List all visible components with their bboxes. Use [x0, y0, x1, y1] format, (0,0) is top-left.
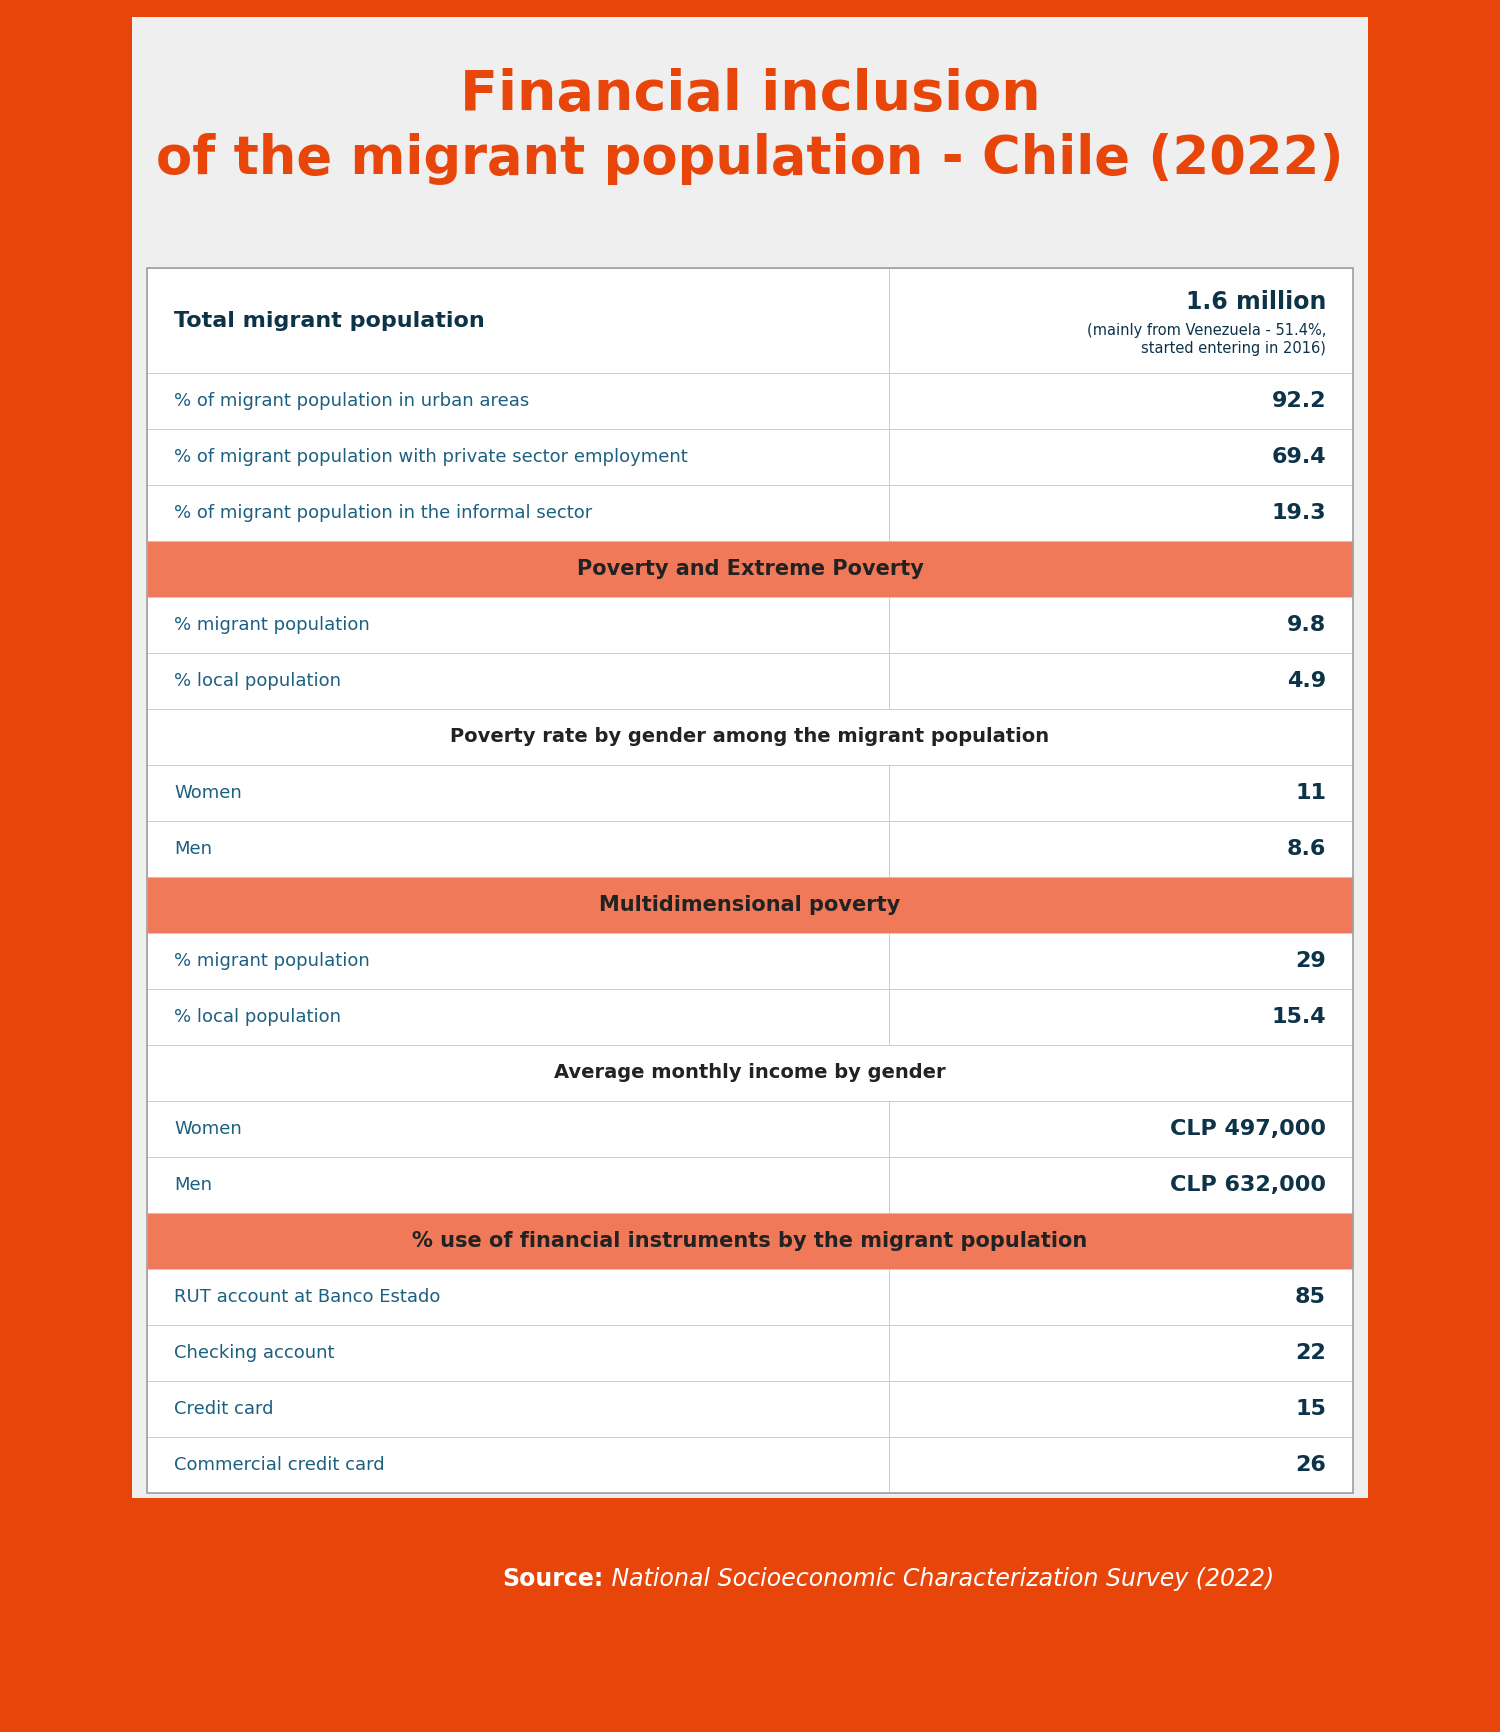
FancyBboxPatch shape [888, 268, 1353, 372]
FancyBboxPatch shape [888, 821, 1353, 876]
Text: Source:: Source: [503, 1567, 603, 1590]
FancyBboxPatch shape [147, 653, 888, 708]
FancyBboxPatch shape [147, 1380, 888, 1438]
FancyBboxPatch shape [888, 989, 1353, 1044]
Text: Poverty and Extreme Poverty: Poverty and Extreme Poverty [576, 559, 924, 578]
FancyBboxPatch shape [888, 1325, 1353, 1380]
FancyBboxPatch shape [888, 598, 1353, 653]
Text: Total migrant population: Total migrant population [174, 310, 484, 331]
Text: Financial inclusion: Financial inclusion [459, 68, 1041, 123]
Text: of the migrant population - Chile (2022): of the migrant population - Chile (2022) [156, 133, 1344, 185]
FancyBboxPatch shape [147, 1157, 888, 1212]
FancyBboxPatch shape [888, 372, 1353, 430]
Text: % migrant population: % migrant population [174, 617, 369, 634]
Text: Women: Women [174, 785, 242, 802]
Text: (mainly from Venezuela - 51.4%,: (mainly from Venezuela - 51.4%, [1086, 322, 1326, 338]
FancyBboxPatch shape [888, 934, 1353, 989]
Text: 26: 26 [1294, 1455, 1326, 1476]
FancyBboxPatch shape [888, 653, 1353, 708]
FancyBboxPatch shape [147, 934, 888, 989]
FancyBboxPatch shape [147, 1102, 888, 1157]
FancyBboxPatch shape [147, 876, 1353, 934]
Text: Multidimensional poverty: Multidimensional poverty [600, 895, 900, 914]
Text: 15: 15 [1294, 1399, 1326, 1419]
Text: Commercial credit card: Commercial credit card [174, 1457, 384, 1474]
Text: % local population: % local population [174, 672, 340, 689]
Text: 22: 22 [1294, 1342, 1326, 1363]
Text: started entering in 2016): started entering in 2016) [1142, 341, 1326, 357]
Text: 19.3: 19.3 [1272, 502, 1326, 523]
FancyBboxPatch shape [147, 372, 888, 430]
Text: RUT account at Banco Estado: RUT account at Banco Estado [174, 1289, 441, 1306]
FancyBboxPatch shape [147, 268, 888, 372]
FancyBboxPatch shape [147, 989, 888, 1044]
FancyBboxPatch shape [888, 1270, 1353, 1325]
Text: National Socioeconomic Characterization Survey (2022): National Socioeconomic Characterization … [604, 1567, 1275, 1590]
FancyBboxPatch shape [888, 1157, 1353, 1212]
Text: 29: 29 [1294, 951, 1326, 972]
FancyBboxPatch shape [147, 708, 1353, 766]
Text: Average monthly income by gender: Average monthly income by gender [554, 1063, 946, 1082]
Text: Credit card: Credit card [174, 1399, 273, 1419]
FancyBboxPatch shape [888, 1380, 1353, 1438]
Text: % of migrant population with private sector employment: % of migrant population with private sec… [174, 449, 687, 466]
Text: CLP 497,000: CLP 497,000 [1170, 1119, 1326, 1140]
FancyBboxPatch shape [147, 766, 888, 821]
Text: Poverty rate by gender among the migrant population: Poverty rate by gender among the migrant… [450, 727, 1050, 746]
FancyBboxPatch shape [132, 17, 1368, 1658]
Text: % migrant population: % migrant population [174, 953, 369, 970]
FancyBboxPatch shape [147, 598, 888, 653]
Text: 1.6 million: 1.6 million [1185, 289, 1326, 313]
Text: 15.4: 15.4 [1272, 1006, 1326, 1027]
FancyBboxPatch shape [132, 1498, 1368, 1658]
Text: % local population: % local population [174, 1008, 340, 1025]
FancyBboxPatch shape [888, 766, 1353, 821]
FancyBboxPatch shape [147, 1325, 888, 1380]
Text: % of migrant population in urban areas: % of migrant population in urban areas [174, 391, 530, 410]
FancyBboxPatch shape [147, 1212, 1353, 1270]
Text: 69.4: 69.4 [1272, 447, 1326, 468]
Text: Source: National Socioeconomic Characterization Survey (2022): Source: National Socioeconomic Character… [370, 1567, 1130, 1590]
FancyBboxPatch shape [888, 485, 1353, 540]
FancyBboxPatch shape [147, 1438, 888, 1493]
Text: CLP 632,000: CLP 632,000 [1170, 1174, 1326, 1195]
Text: 11: 11 [1294, 783, 1326, 804]
Text: % of migrant population in the informal sector: % of migrant population in the informal … [174, 504, 592, 521]
Text: 9.8: 9.8 [1287, 615, 1326, 636]
FancyBboxPatch shape [147, 1270, 888, 1325]
FancyBboxPatch shape [147, 1044, 1353, 1102]
Text: Checking account: Checking account [174, 1344, 334, 1361]
Text: % use of financial instruments by the migrant population: % use of financial instruments by the mi… [413, 1231, 1088, 1251]
Text: 8.6: 8.6 [1287, 838, 1326, 859]
FancyBboxPatch shape [888, 430, 1353, 485]
Text: 92.2: 92.2 [1272, 391, 1326, 410]
Text: 85: 85 [1294, 1287, 1326, 1308]
FancyBboxPatch shape [147, 821, 888, 876]
Text: Women: Women [174, 1121, 242, 1138]
FancyBboxPatch shape [147, 430, 888, 485]
FancyBboxPatch shape [888, 1102, 1353, 1157]
Text: 4.9: 4.9 [1287, 670, 1326, 691]
Text: Men: Men [174, 1176, 211, 1193]
Text: Men: Men [174, 840, 211, 857]
Text: Source: National Socioeconomic Characterization Survey (2022): Source: National Socioeconomic Character… [370, 1567, 1130, 1590]
FancyBboxPatch shape [888, 1438, 1353, 1493]
FancyBboxPatch shape [147, 485, 888, 540]
FancyBboxPatch shape [147, 540, 1353, 598]
